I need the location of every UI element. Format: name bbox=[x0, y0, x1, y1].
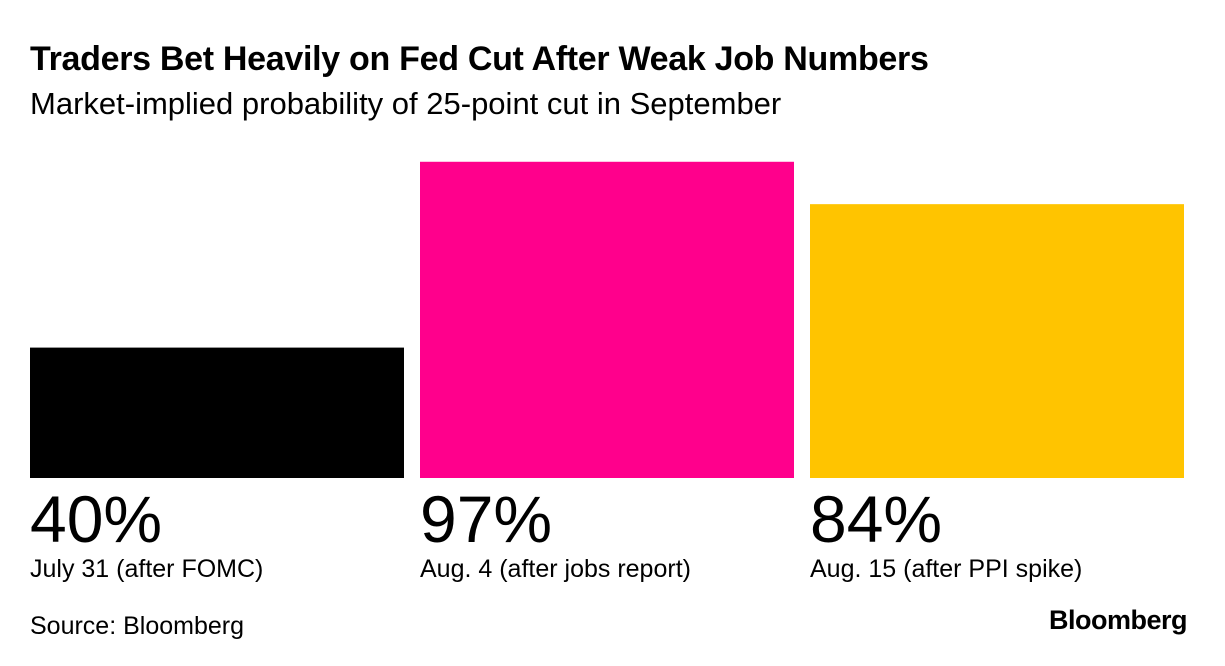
category-label-1: July 31 (after FOMC) bbox=[30, 555, 263, 583]
bar-3 bbox=[810, 204, 1184, 478]
source-note: Source: Bloomberg bbox=[30, 612, 245, 640]
category-label-2: Aug. 4 (after jobs report) bbox=[420, 555, 691, 583]
bar-chart: 40%July 31 (after FOMC) 97%Aug. 4 (after … bbox=[30, 161, 1184, 583]
value-label-3: 84% bbox=[810, 482, 942, 556]
chart-title: Traders Bet Heavily on Fed Cut After Wea… bbox=[30, 40, 929, 78]
bar-2 bbox=[420, 161, 794, 478]
value-label-2: 97% bbox=[420, 482, 552, 556]
value-label-1: 40% bbox=[30, 482, 162, 556]
bloomberg-logo: Bloomberg bbox=[1048, 605, 1188, 635]
category-label-3: Aug. 15 (after PPI spike) bbox=[810, 555, 1082, 583]
chart-subtitle: Market-implied probability of 25-point c… bbox=[30, 86, 782, 121]
bar-1 bbox=[30, 347, 404, 478]
